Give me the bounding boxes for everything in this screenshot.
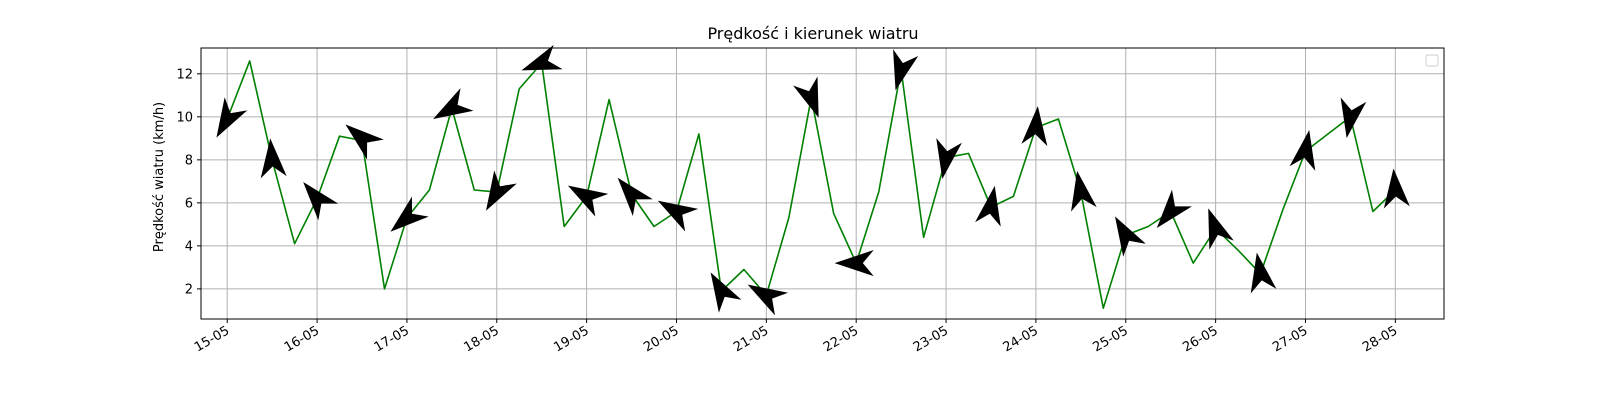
wind-direction-arrow	[1156, 189, 1192, 228]
wind-direction-arrow	[216, 97, 248, 138]
x-tick-label: 21-05	[731, 323, 771, 355]
x-tick-label: 25-05	[1091, 323, 1131, 355]
x-tick-label: 20-05	[641, 323, 681, 355]
wind-direction-arrow	[617, 177, 653, 217]
wind-direction-arrow	[975, 185, 1001, 227]
x-tick-label: 22-05	[821, 323, 861, 355]
wind-direction-arrow	[1383, 168, 1410, 209]
plot-frame	[200, 47, 1445, 320]
x-tick-label: 16-05	[282, 323, 322, 355]
x-tick-label: 27-05	[1270, 323, 1310, 355]
arrow-head-shape	[1021, 106, 1048, 147]
wind-direction-arrow	[485, 170, 517, 211]
arrow-head-shape	[1208, 208, 1234, 250]
wind-direction-arrow	[390, 196, 429, 232]
y-tick-label: 6	[185, 196, 193, 211]
arrow-head-shape	[1071, 170, 1097, 212]
wind-direction-arrow	[834, 250, 874, 277]
arrow-head-shape	[1383, 168, 1410, 209]
x-tick-label: 18-05	[462, 323, 502, 355]
wind-arrows	[216, 44, 1410, 316]
arrow-head-shape	[485, 170, 517, 211]
wind-direction-arrow	[747, 284, 789, 316]
x-tick-label: 23-05	[911, 323, 951, 355]
wind-direction-arrow	[433, 88, 474, 120]
arrow-head-shape	[1250, 252, 1277, 294]
wind-direction-arrow	[1289, 129, 1316, 171]
wind-direction-arrow	[657, 200, 699, 232]
wind-direction-arrow	[1250, 252, 1277, 294]
wind-direction-arrow	[567, 185, 609, 217]
arrow-head-shape	[893, 49, 919, 91]
y-tick-label: 8	[185, 153, 193, 168]
wind-direction-arrow	[1071, 170, 1097, 212]
arrow-head-shape	[216, 97, 248, 138]
wind-direction-arrow	[1340, 97, 1367, 139]
arrow-head-shape	[936, 138, 962, 179]
wind-direction-arrow	[936, 138, 962, 179]
arrow-head-shape	[747, 284, 789, 316]
arrow-head-shape	[710, 272, 742, 313]
arrow-head-shape	[433, 88, 474, 120]
arrow-head-shape	[567, 185, 609, 217]
y-tick-label: 12	[176, 67, 193, 82]
arrow-head-shape	[1340, 97, 1367, 139]
wind-direction-arrow	[345, 124, 384, 160]
x-tick-label: 26-05	[1180, 323, 1220, 355]
arrow-head-shape	[345, 124, 384, 160]
arrow-head-shape	[260, 138, 287, 179]
y-axis-ticks: 2 4 6 8 10 12	[176, 67, 201, 297]
x-tick-label: 17-05	[372, 323, 412, 355]
arrow-head-shape	[834, 250, 874, 277]
wind-direction-arrow	[1208, 208, 1234, 250]
wind-direction-arrow	[1114, 216, 1146, 257]
x-tick-label: 24-05	[1001, 323, 1041, 355]
wind-direction-arrow	[710, 272, 742, 313]
x-tick-label: 19-05	[551, 323, 591, 355]
y-tick-label: 2	[185, 282, 193, 297]
wind-direction-arrow	[893, 49, 919, 91]
arrow-head-shape	[975, 185, 1001, 227]
arrow-head-shape	[1114, 216, 1146, 257]
x-tick-label: 28-05	[1360, 323, 1400, 355]
arrow-head-shape	[521, 44, 563, 71]
arrow-head-shape	[1289, 129, 1316, 171]
wind-direction-arrow	[303, 182, 339, 221]
chart-title: Prędkość i kierunek wiatru	[707, 24, 918, 43]
wind-direction-arrow	[521, 44, 563, 71]
arrow-head-shape	[303, 182, 339, 221]
y-tick-label: 4	[185, 239, 193, 254]
arrow-head-shape	[1156, 189, 1192, 228]
wind-direction-arrow	[1021, 106, 1048, 147]
y-axis-label: Prędkość wiatru (km/h)	[152, 102, 167, 252]
legend-box	[1425, 54, 1439, 67]
wind-direction-arrow	[260, 138, 287, 179]
arrow-head-shape	[617, 177, 653, 217]
arrow-head-shape	[793, 76, 819, 118]
x-tick-label: 15-05	[192, 323, 232, 355]
arrow-head-shape	[390, 196, 429, 232]
y-tick-label: 10	[176, 110, 193, 125]
wind-direction-arrow	[793, 76, 819, 118]
x-axis-ticks: 15-05 16-05 17-05 18-05 19-05 20-05 21-05 22-05…	[192, 319, 1400, 355]
arrow-head-shape	[657, 200, 699, 232]
